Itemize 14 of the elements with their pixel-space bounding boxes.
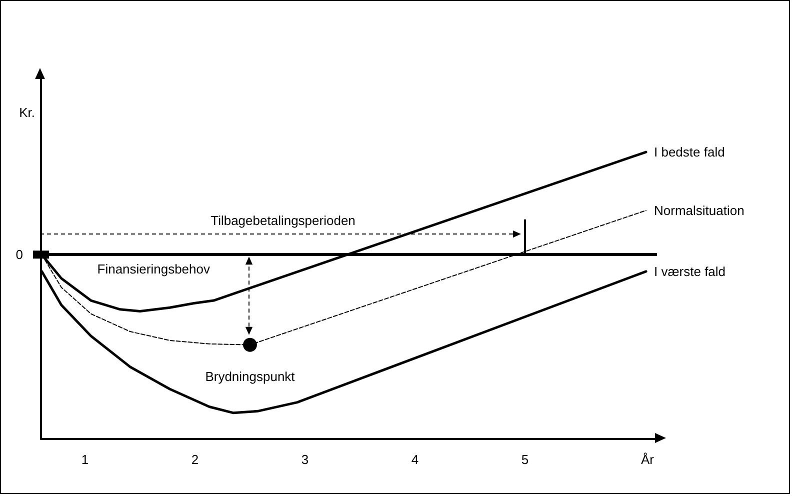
x-tick-label: 2	[191, 452, 199, 467]
ref-line-label: 0	[16, 247, 23, 262]
annotation: Tilbagebetalingsperioden	[210, 213, 356, 228]
annotation: Finansieringsbehov	[97, 262, 210, 277]
series-label: I bedste fald	[654, 144, 725, 160]
x-tick-label: 1	[81, 452, 89, 467]
y-axis-title: Kr.	[19, 105, 35, 120]
x-tick-label: 4	[411, 452, 419, 467]
x-axis-title: År	[641, 452, 655, 467]
x-tick-label: 5	[521, 452, 529, 467]
x-tick-label: 3	[301, 452, 309, 467]
annotation: Brydningspunkt	[205, 368, 296, 384]
series-label: Normalsituation	[654, 202, 744, 218]
series-label: I værste fald	[654, 264, 726, 279]
